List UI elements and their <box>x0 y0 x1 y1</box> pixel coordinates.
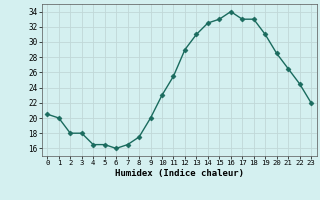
X-axis label: Humidex (Indice chaleur): Humidex (Indice chaleur) <box>115 169 244 178</box>
